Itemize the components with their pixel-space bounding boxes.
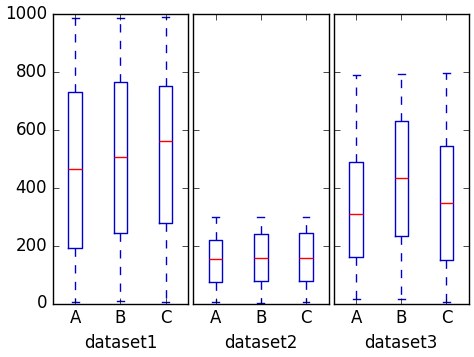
X-axis label: dataset1: dataset1 [84,334,157,352]
X-axis label: dataset3: dataset3 [365,334,438,352]
X-axis label: dataset2: dataset2 [224,334,298,352]
